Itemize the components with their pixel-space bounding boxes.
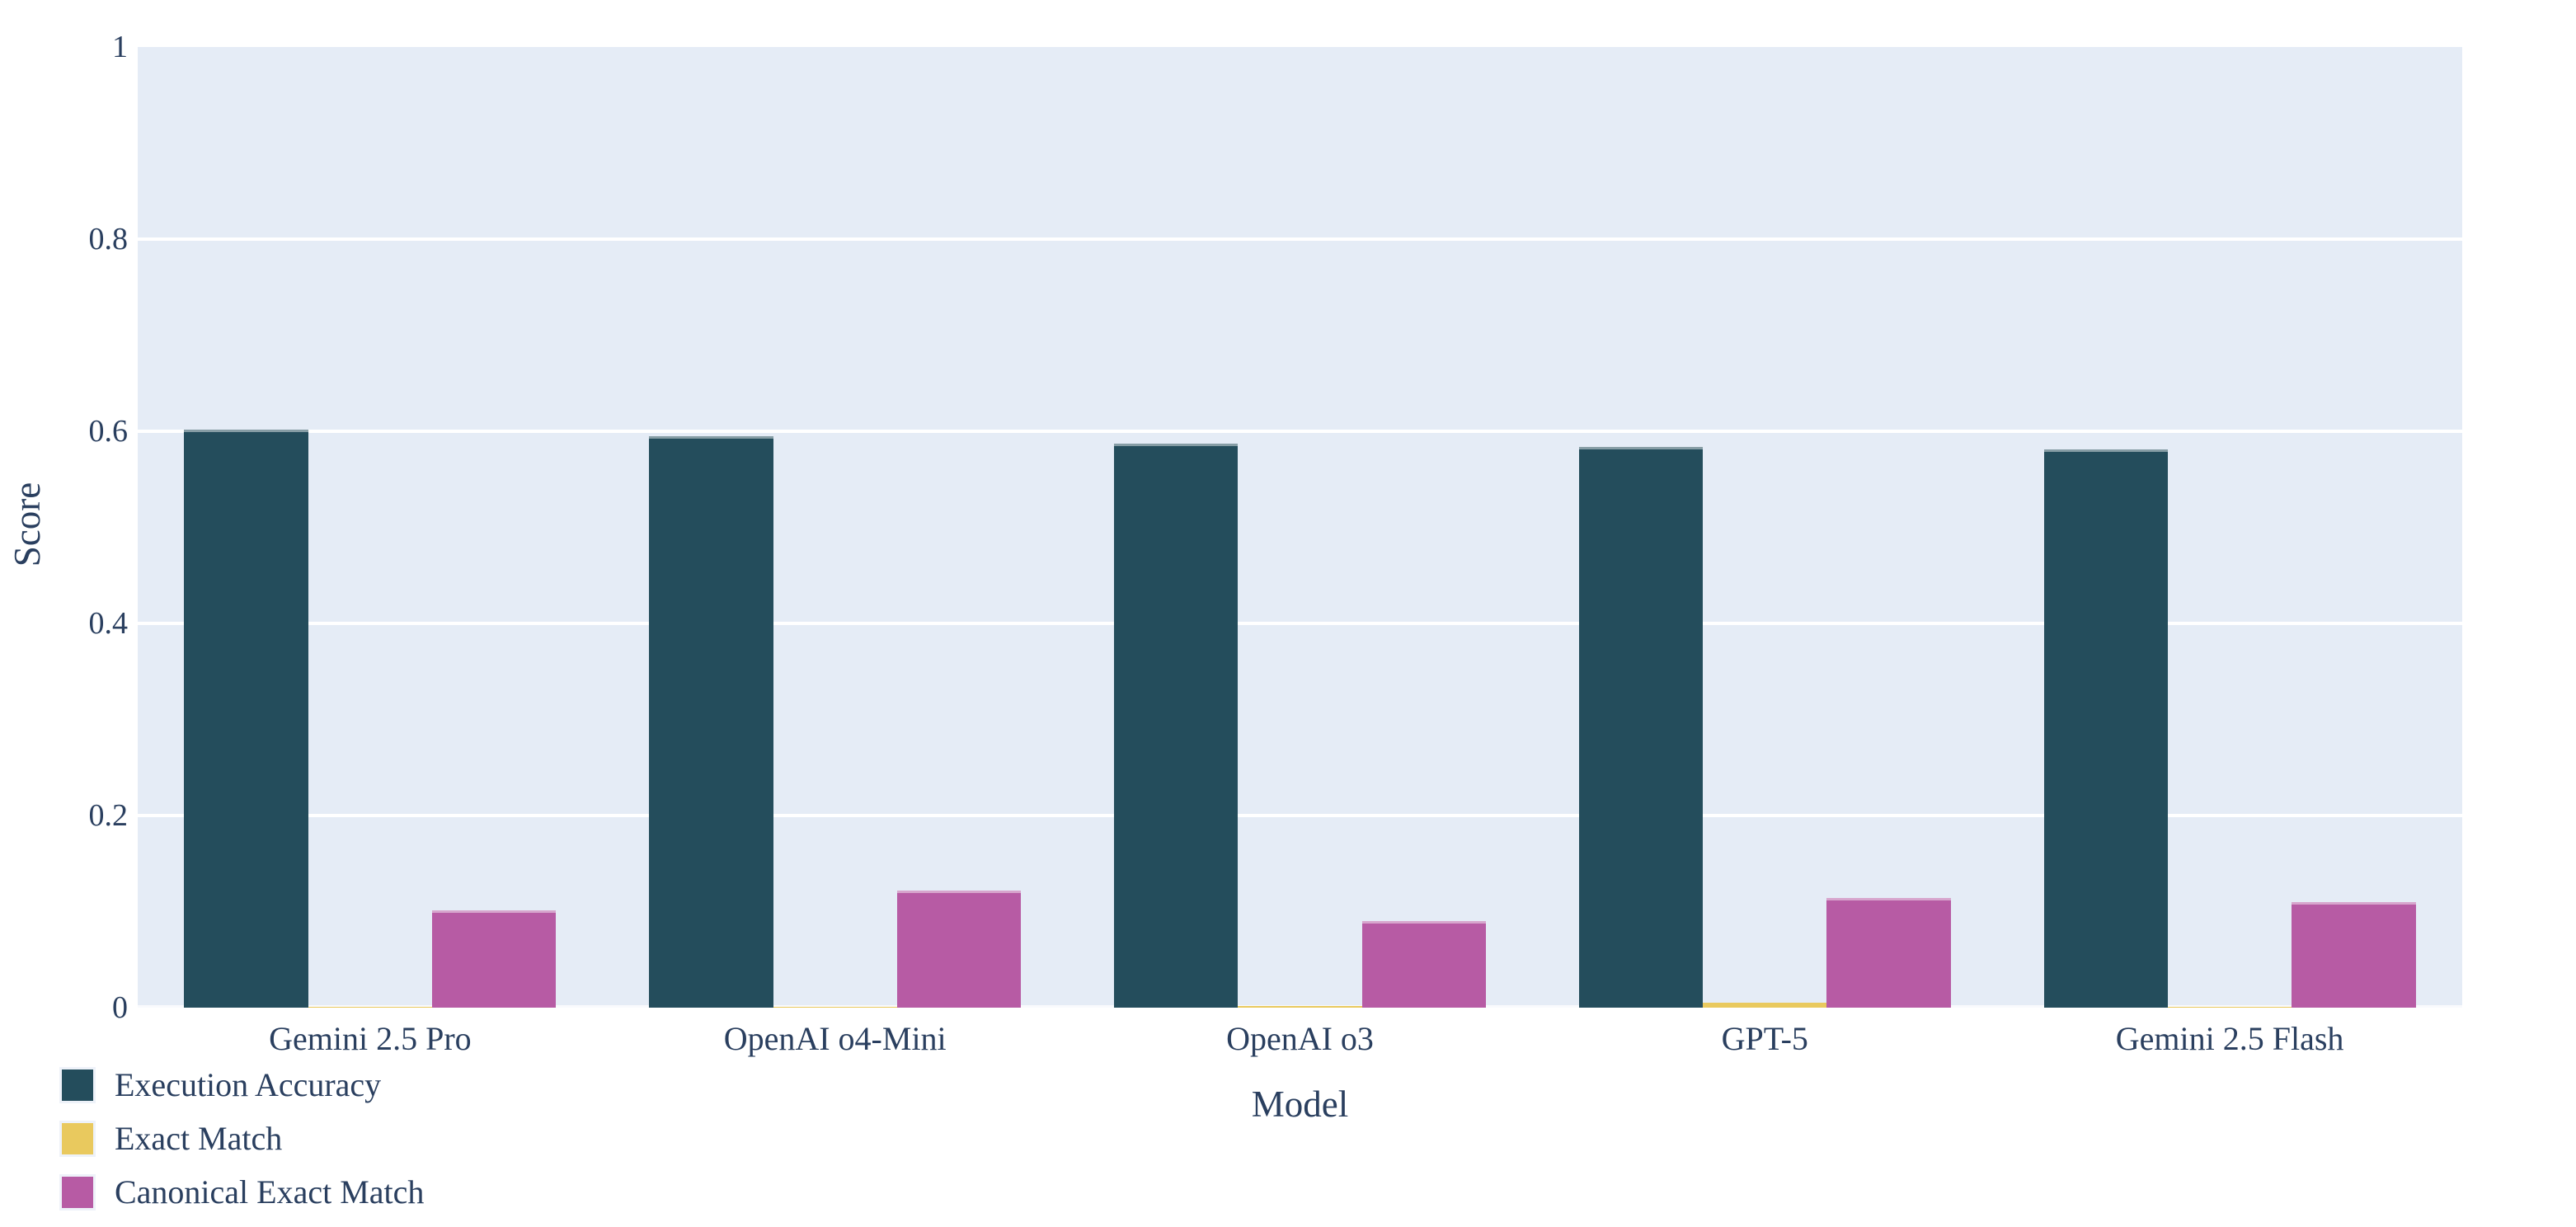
legend-label-exact-match: Exact Match	[115, 1120, 283, 1157]
y-tick-label-0.8: 0.8	[88, 222, 129, 256]
bar-canonical-exact-match-openai-o4-mini[interactable]	[896, 890, 1022, 1008]
plot-area	[138, 47, 2462, 1008]
legend-swatch-canonical-exact-match	[62, 1177, 93, 1208]
y-tick-label-0.2: 0.2	[88, 798, 129, 833]
bar-canonical-exact-match-gemini-2-5-flash[interactable]	[2292, 901, 2416, 1008]
x-tick-label-gpt-5: GPT-5	[1721, 1020, 1808, 1057]
legend-item-canonical-exact-match[interactable]: Canonical Exact Match	[62, 1176, 424, 1209]
x-axis-title: Model	[1251, 1084, 1349, 1125]
legend-label-canonical-exact-match: Canonical Exact Match	[115, 1173, 425, 1211]
bar-canonical-exact-match-gpt-5[interactable]	[1826, 898, 1952, 1008]
legend-label-execution-accuracy: Execution Accuracy	[115, 1066, 382, 1103]
y-tick-label-0: 0	[112, 990, 128, 1025]
bar-exact-match-gemini-2-5-pro[interactable]	[308, 1006, 433, 1008]
gridline-y-0.8	[138, 237, 2462, 241]
y-axis-title: Score	[7, 482, 48, 566]
bar-canonical-exact-match-gemini-2-5-pro[interactable]	[432, 910, 557, 1008]
bar-exact-match-gemini-2-5-flash[interactable]	[2167, 1006, 2292, 1008]
legend-item-exact-match[interactable]: Exact Match	[62, 1122, 424, 1155]
legend-item-execution-accuracy[interactable]: Execution Accuracy	[62, 1069, 424, 1102]
y-tick-label-1: 1	[112, 30, 128, 64]
y-tick-label-0.4: 0.4	[88, 606, 129, 641]
bar-execution-accuracy-openai-o4-mini[interactable]	[649, 435, 773, 1008]
bar-canonical-exact-match-openai-o3[interactable]	[1361, 921, 1487, 1008]
legend-swatch-exact-match	[62, 1123, 93, 1154]
x-tick-label-openai-o4-mini: OpenAI o4-Mini	[723, 1020, 947, 1057]
x-tick-label-openai-o3: OpenAI o3	[1226, 1020, 1374, 1057]
bar-exact-match-openai-o4-mini[interactable]	[773, 1006, 897, 1008]
bar-exact-match-gpt-5[interactable]	[1703, 1003, 1827, 1008]
gridline-y-0.6	[138, 430, 2462, 433]
bar-execution-accuracy-gemini-2-5-flash[interactable]	[2043, 449, 2169, 1008]
legend: Execution Accuracy Exact Match Canonical E…	[62, 1069, 424, 1209]
bar-execution-accuracy-gpt-5[interactable]	[1578, 446, 1704, 1008]
bar-execution-accuracy-gemini-2-5-pro[interactable]	[184, 429, 309, 1008]
gridline-y-0.2	[138, 814, 2462, 817]
gridline-y-0.4	[138, 622, 2462, 625]
bar-exact-match-openai-o3[interactable]	[1238, 1005, 1362, 1008]
x-tick-label-gemini-2-5-pro: Gemini 2.5 Pro	[269, 1020, 472, 1057]
legend-swatch-execution-accuracy	[62, 1070, 93, 1101]
y-tick-label-0.6: 0.6	[88, 414, 129, 449]
x-tick-label-gemini-2-5-flash: Gemini 2.5 Flash	[2115, 1020, 2344, 1057]
bar-execution-accuracy-openai-o3[interactable]	[1113, 444, 1239, 1008]
